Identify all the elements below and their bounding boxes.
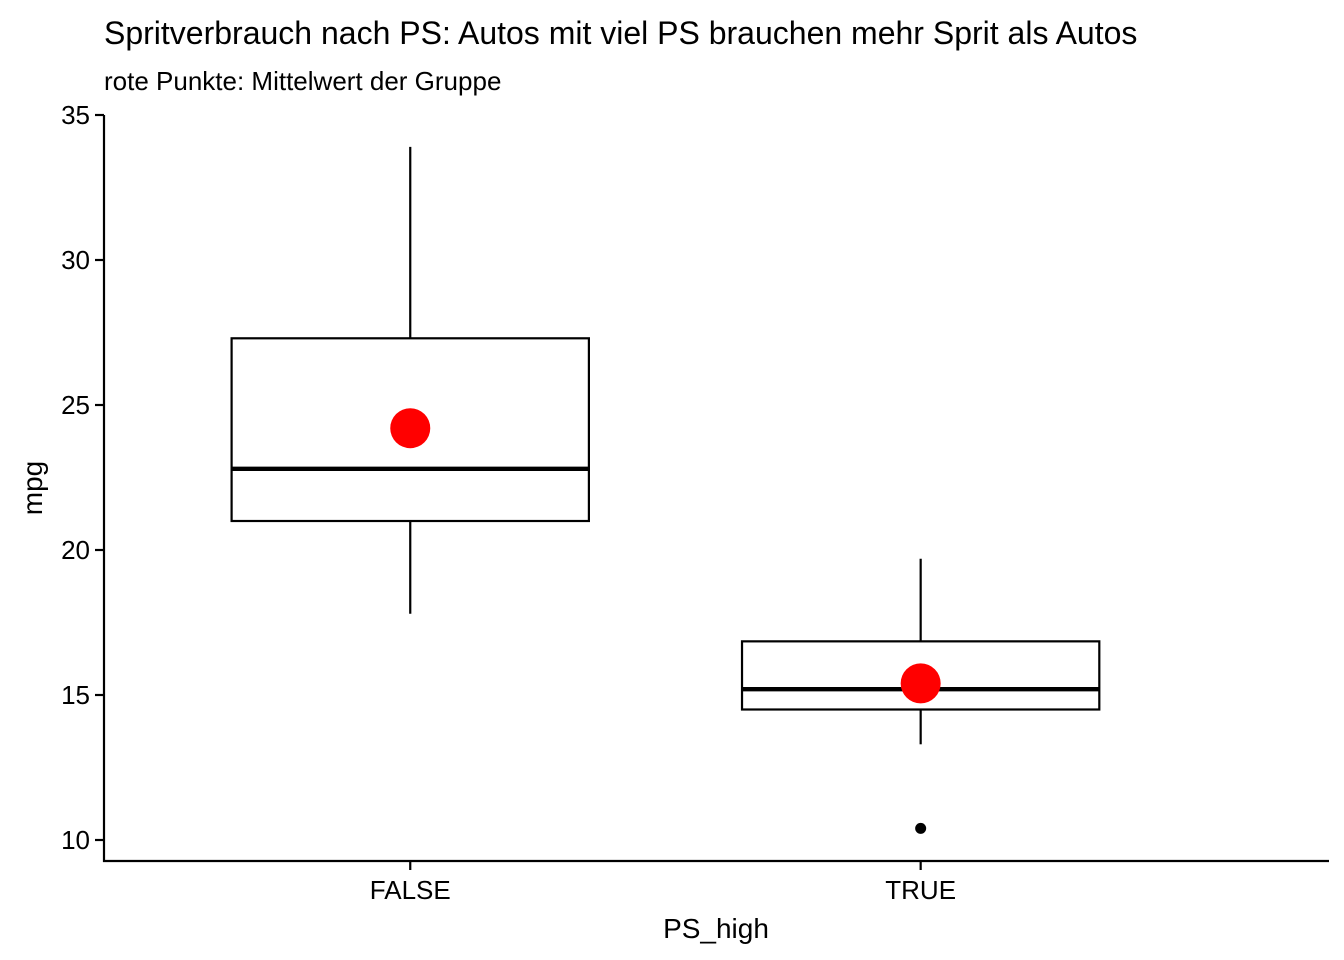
x-tick-label: FALSE (370, 875, 451, 905)
y-tick-label: 35 (61, 100, 90, 130)
box-group-true (740, 558, 1101, 834)
y-tick-label: 25 (61, 390, 90, 420)
outlier-point (915, 822, 927, 834)
y-tick-label: 20 (61, 535, 90, 565)
chart-subtitle: rote Punkte: Mittelwert der Gruppe (104, 66, 501, 96)
y-axis-ticks: 10 15 20 25 30 35 (61, 100, 104, 855)
x-axis-ticks: FALSE TRUE (370, 861, 956, 905)
mean-point (900, 663, 941, 704)
y-tick-label: 15 (61, 680, 90, 710)
x-tick-label: TRUE (885, 875, 956, 905)
plot-area (230, 146, 1101, 834)
y-tick-label: 30 (61, 245, 90, 275)
x-axis-title: PS_high (663, 913, 769, 944)
box-group-false (230, 146, 590, 614)
chart-title: Spritverbrauch nach PS: Autos mit viel P… (104, 15, 1137, 51)
mean-point (390, 408, 431, 449)
y-axis-title: mpg (17, 461, 48, 515)
y-tick-label: 10 (61, 825, 90, 855)
